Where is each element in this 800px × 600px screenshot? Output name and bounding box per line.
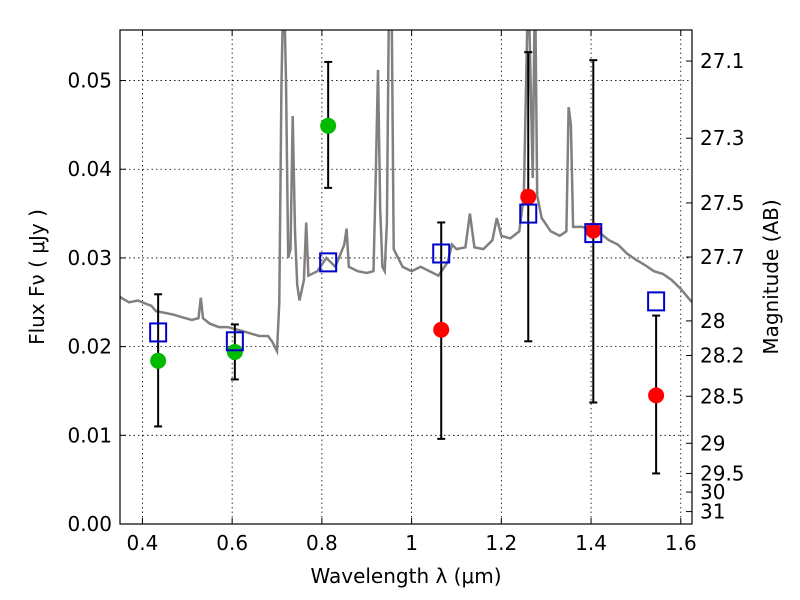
x-tick-label: 0.4: [127, 531, 159, 555]
x-tick-label: 0.8: [306, 531, 338, 555]
x-axis-label: Wavelength λ (μm): [310, 564, 501, 588]
model-square-marker: [149, 322, 168, 343]
right-tick-label: 28.5: [700, 384, 745, 408]
data-point-marker: [585, 222, 602, 239]
model-square-marker: [584, 223, 603, 244]
model-square-marker: [432, 243, 451, 264]
plot-frame: [119, 29, 693, 525]
right-tick-label: 31: [700, 500, 725, 524]
data-point-marker: [226, 343, 243, 360]
grid-lines: [120, 30, 692, 525]
right-tick-label: 28: [700, 309, 725, 333]
y-tick-label: 0.00: [67, 512, 112, 536]
right-tick-label: 27.3: [700, 126, 745, 150]
right-tick-label: 27.5: [700, 191, 745, 215]
right-axis-label: Magnitude (AB): [759, 199, 783, 354]
right-tick-label: 28.2: [700, 343, 745, 367]
data-markers: [149, 117, 666, 404]
model-square-marker: [519, 203, 538, 224]
x-tick-label: 0.6: [216, 531, 248, 555]
x-tick-label: 1.2: [485, 531, 517, 555]
data-point-marker: [150, 352, 167, 369]
y-tick-label: 0.02: [67, 335, 112, 359]
x-tick-label: 1.6: [665, 531, 697, 555]
data-point-marker: [520, 188, 537, 205]
right-tick-label: 27.1: [700, 49, 745, 73]
y-tick-label: 0.03: [67, 246, 112, 270]
spectrum-line: [120, 30, 692, 356]
y-tick-label: 0.04: [67, 157, 112, 181]
right-tick-label: 29.5: [700, 461, 745, 485]
y-tick-label: 0.01: [67, 423, 112, 447]
x-tick-label: 1.4: [575, 531, 607, 555]
model-spectrum: [120, 30, 692, 356]
error-bars: [154, 51, 661, 475]
y-tick-label: 0.05: [67, 69, 112, 93]
model-square-marker: [319, 252, 338, 273]
y-axis-label: Flux Fν ( μJy ): [25, 209, 49, 345]
data-point-marker: [320, 117, 337, 134]
model-square-marker: [647, 291, 666, 312]
x-tick-label: 1: [405, 531, 418, 555]
axis-ticks: 0.4 0.6 0.8 1 1.2 1.4 1.6 0.00 0.01 0.02 0.03 0.04 0…: [67, 30, 745, 555]
right-tick-label: 30: [700, 480, 725, 504]
data-point-marker: [433, 321, 450, 338]
model-square-marker: [225, 331, 244, 352]
right-tick-label: 27.7: [700, 245, 745, 269]
right-tick-label: 29: [700, 431, 725, 455]
data-point-marker: [648, 387, 665, 404]
